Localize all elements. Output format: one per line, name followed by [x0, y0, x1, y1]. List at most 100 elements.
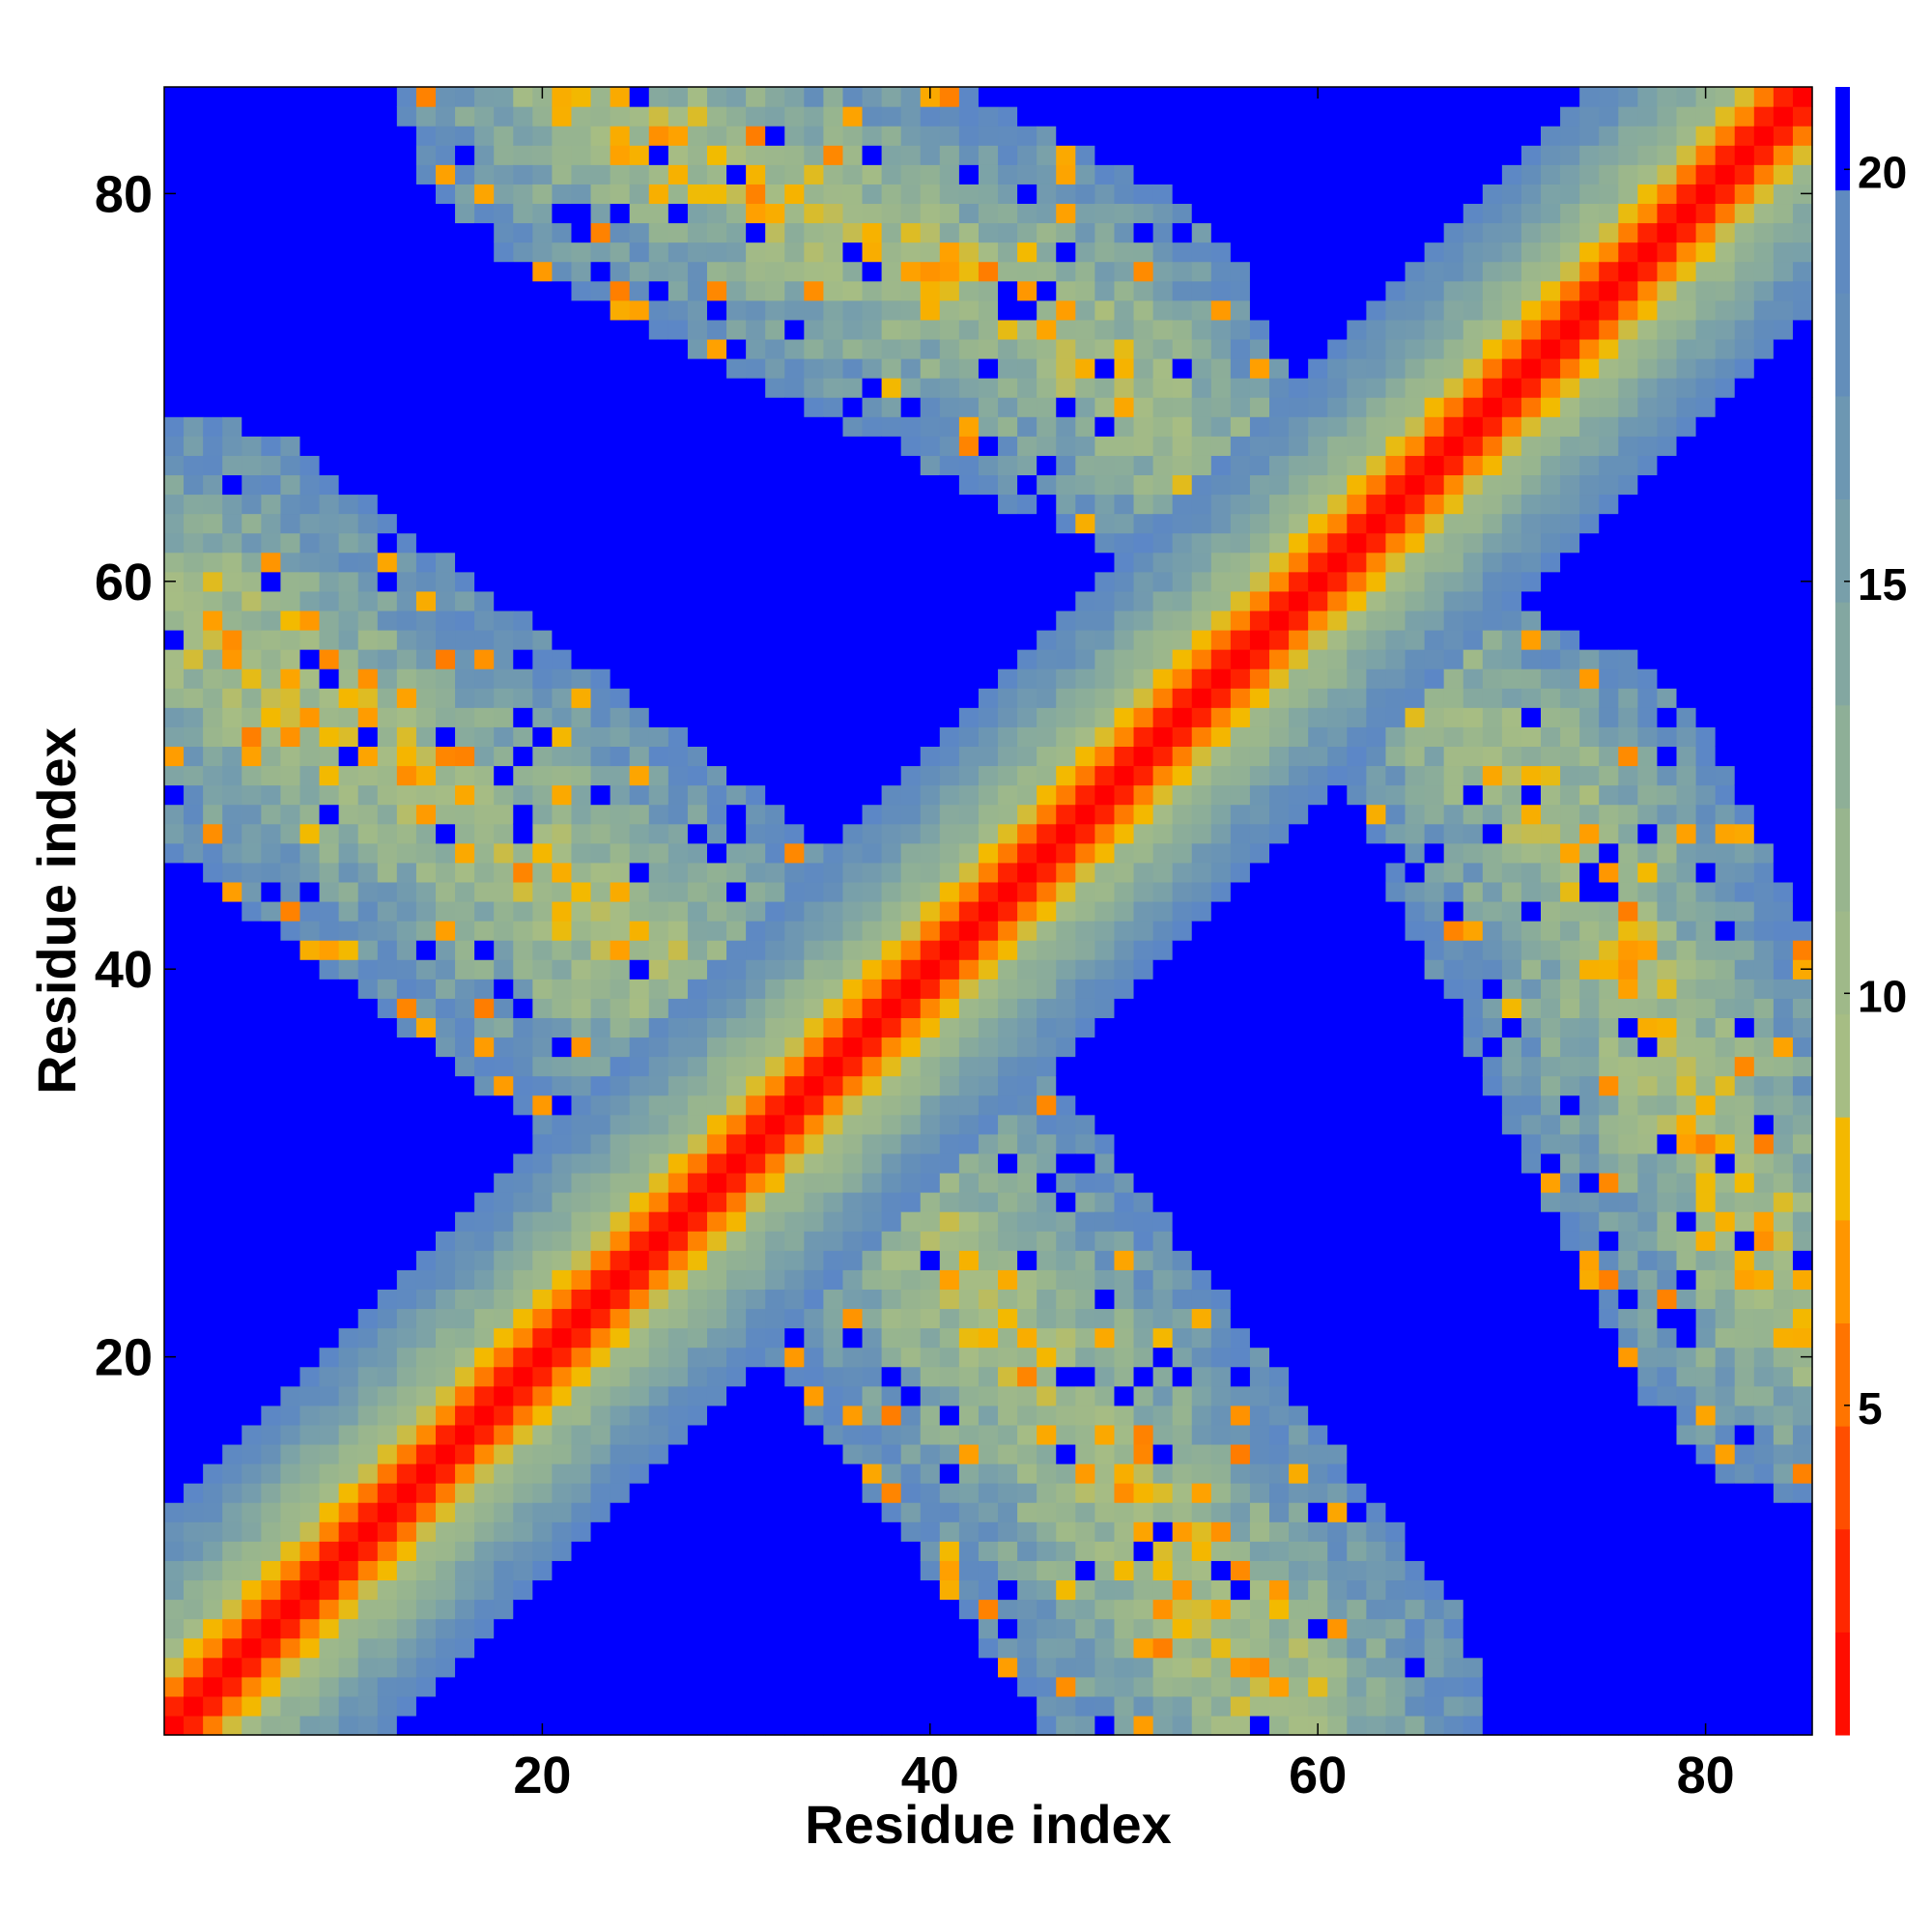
heatmap-cell: [184, 688, 204, 708]
heatmap-cell: [184, 940, 204, 960]
heatmap-cell: [765, 726, 785, 747]
heatmap-cell: [1094, 1405, 1116, 1426]
heatmap-cell: [687, 823, 708, 844]
heatmap-cell: [1075, 1327, 1095, 1349]
heatmap-cell: [998, 126, 1018, 146]
heatmap-cell: [299, 455, 321, 476]
heatmap-cell: [1114, 726, 1135, 747]
heatmap-cell: [706, 1541, 727, 1561]
heatmap-cell: [1037, 784, 1057, 806]
heatmap-cell: [726, 940, 747, 960]
heatmap-cell: [1037, 1599, 1057, 1620]
heatmap-cell: [920, 145, 941, 165]
heatmap-cell: [978, 1308, 999, 1329]
heatmap-cell: [958, 1192, 980, 1212]
heatmap-cell: [494, 357, 514, 379]
heatmap-cell: [415, 649, 437, 669]
heatmap-cell: [804, 261, 824, 282]
heatmap-cell: [261, 1385, 282, 1406]
heatmap-cell: [590, 998, 611, 1018]
heatmap-cell: [203, 299, 223, 321]
heatmap-cell: [1249, 900, 1270, 922]
heatmap-cell: [900, 455, 922, 476]
heatmap-cell: [1289, 1172, 1309, 1193]
heatmap-cell: [1230, 1715, 1251, 1736]
heatmap-cell: [998, 319, 1018, 340]
heatmap-cell: [1289, 688, 1309, 708]
heatmap-cell: [610, 338, 631, 359]
heatmap-cell: [648, 552, 669, 573]
heatmap-cell: [513, 1521, 533, 1542]
heatmap-cell: [1056, 1502, 1076, 1522]
heatmap-cell: [552, 436, 573, 456]
heatmap-cell: [1114, 688, 1135, 708]
heatmap-cell: [1249, 1172, 1270, 1193]
heatmap-cell: [939, 436, 960, 456]
heatmap-cell: [242, 881, 262, 902]
heatmap-cell: [571, 1152, 592, 1174]
heatmap-cell: [319, 1075, 340, 1096]
heatmap-cell: [862, 222, 883, 243]
heatmap-cell: [590, 1443, 611, 1464]
heatmap-cell: [610, 299, 631, 321]
heatmap-cell: [687, 979, 708, 999]
heatmap-cell: [1056, 1405, 1076, 1426]
heatmap-cell: [261, 416, 282, 437]
heatmap-cell: [900, 222, 922, 243]
heatmap-cell: [357, 1017, 379, 1038]
heatmap-cell: [338, 900, 359, 922]
heatmap-cell: [1289, 804, 1309, 825]
heatmap-cell: [1289, 940, 1309, 960]
heatmap-cell: [765, 357, 785, 379]
heatmap-cell: [784, 959, 805, 980]
heatmap-cell: [610, 222, 631, 243]
heatmap-cell: [299, 804, 321, 825]
heatmap-cell: [455, 590, 475, 611]
heatmap-cell: [862, 998, 883, 1018]
heatmap-cell: [881, 299, 902, 321]
heatmap-cell: [571, 1114, 592, 1135]
heatmap-cell: [687, 1541, 708, 1561]
heatmap-cell: [203, 1094, 223, 1116]
heatmap-cell: [1152, 1676, 1174, 1697]
heatmap-cell: [164, 940, 185, 960]
heatmap-cell: [455, 823, 475, 844]
heatmap-cell: [823, 1172, 844, 1193]
heatmap-cell: [784, 1308, 805, 1329]
heatmap-cell: [1172, 261, 1193, 282]
heatmap-cell: [319, 629, 340, 650]
heatmap-cell: [1094, 881, 1116, 902]
heatmap-cell: [1230, 1211, 1251, 1232]
heatmap-cell: [1094, 590, 1116, 611]
heatmap-cell: [1230, 921, 1251, 941]
heatmap-cell: [648, 1483, 669, 1503]
heatmap-cell: [1075, 145, 1095, 165]
heatmap-cell: [222, 87, 242, 107]
heatmap-cell: [746, 1327, 766, 1349]
heatmap-cell: [552, 1037, 573, 1058]
heatmap-cell: [706, 299, 727, 321]
heatmap-cell: [474, 164, 495, 185]
heatmap-cell: [784, 126, 805, 146]
heatmap-cell: [1172, 436, 1193, 456]
heatmap-cell: [629, 688, 650, 708]
heatmap-cell: [881, 1231, 902, 1251]
heatmap-cell: [1289, 784, 1309, 806]
heatmap-cell: [338, 881, 359, 902]
heatmap-cell: [494, 1579, 514, 1601]
heatmap-cell: [222, 610, 242, 631]
heatmap-cell: [513, 1056, 533, 1077]
heatmap-cell: [242, 397, 262, 417]
heatmap-cell: [280, 610, 301, 631]
heatmap-cell: [1075, 532, 1095, 554]
heatmap-cell: [184, 494, 204, 515]
heatmap-cell: [1075, 338, 1095, 359]
heatmap-cell: [357, 1211, 379, 1232]
heatmap-cell: [222, 378, 242, 398]
heatmap-cell: [939, 1347, 960, 1368]
heatmap-cell: [881, 1289, 902, 1310]
heatmap-cell: [222, 1599, 242, 1620]
heatmap-cell: [746, 474, 766, 496]
heatmap-cell: [784, 552, 805, 573]
heatmap-cell: [513, 126, 533, 146]
